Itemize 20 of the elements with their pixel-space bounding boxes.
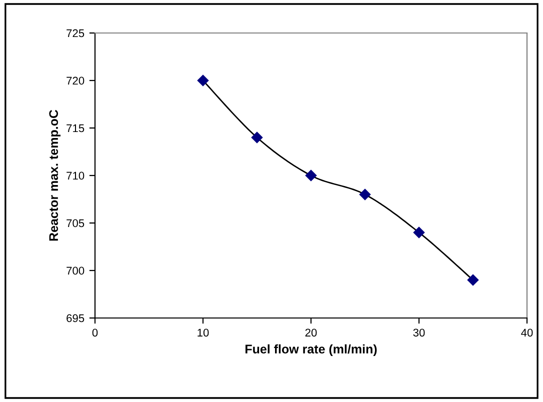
y-tick-label: 710 [66,172,84,180]
point [359,188,371,200]
x-tick-label: 10 [198,328,209,337]
point [467,274,479,286]
y-tick-label: 720 [66,76,84,85]
y-tick-label: 700 [66,266,84,275]
x-tick-label: 0 [92,328,98,337]
y-tick-label: 695 [66,314,84,322]
y-tick-label: 705 [66,219,84,228]
point [413,226,425,238]
x-tick-label: 30 [413,328,425,337]
x-axis-title: Fuel flow rate (ml/min) [246,344,377,356]
x-tick-label: 40 [521,328,533,337]
y-tick-label: 725 [66,29,84,38]
x-tick-label: 20 [305,328,317,337]
point [305,170,317,182]
y-tick-label: 715 [66,124,84,132]
point [197,74,209,86]
point [251,132,263,144]
y-axis-title: Reactor max. temp.oC [49,110,60,241]
